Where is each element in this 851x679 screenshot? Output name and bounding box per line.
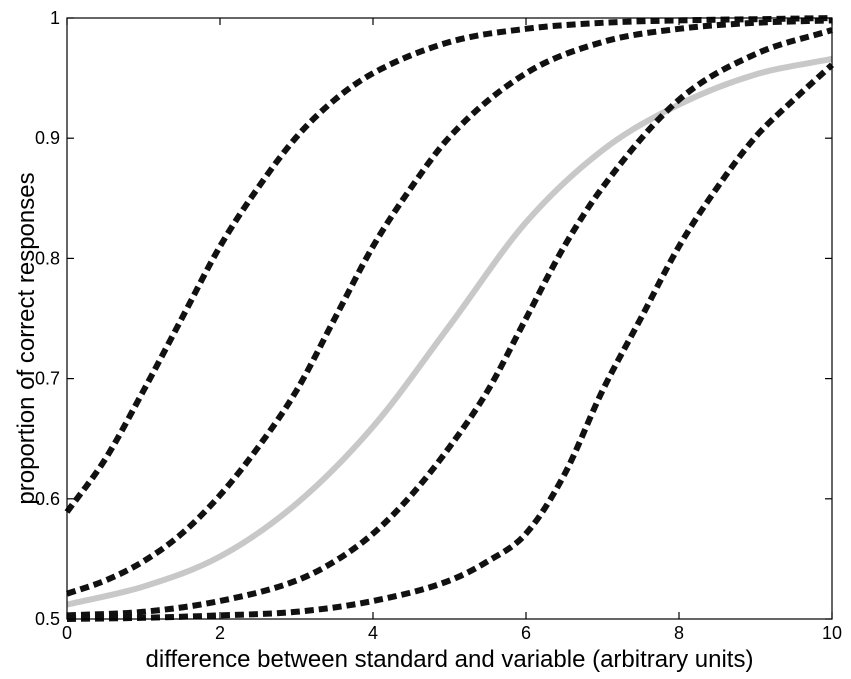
x-tick-label: 0	[62, 623, 72, 643]
y-tick-label: 0.9	[35, 128, 60, 148]
x-tick-label: 6	[521, 623, 531, 643]
series-line-1	[64, 15, 833, 514]
y-tick-label: 0.6	[35, 489, 60, 509]
y-tick-label: 0.5	[35, 609, 60, 629]
series-line-4	[66, 62, 835, 622]
series-line-5	[66, 55, 833, 608]
x-tick-label: 4	[368, 623, 378, 643]
x-tick-label: 2	[215, 623, 225, 643]
series-lines	[64, 15, 835, 622]
y-tick-label: 0.8	[35, 248, 60, 268]
series-line-3	[66, 27, 833, 619]
ticks	[66, 17, 833, 620]
series-line-2	[66, 17, 833, 597]
y-tick-label: 0.7	[35, 369, 60, 389]
x-tick-label: 10	[822, 623, 842, 643]
x-axis-label: difference between standard and variable…	[146, 646, 754, 673]
x-tick-label: 8	[674, 623, 684, 643]
y-tick-label: 1	[50, 8, 60, 28]
y-axis-label: proportion of correct responses	[13, 172, 40, 504]
axes-frame	[66, 17, 833, 620]
tick-labels: 0 2 4 6 8 10 0.5 0.6 0.7 0.8 0.9 1	[35, 8, 842, 643]
